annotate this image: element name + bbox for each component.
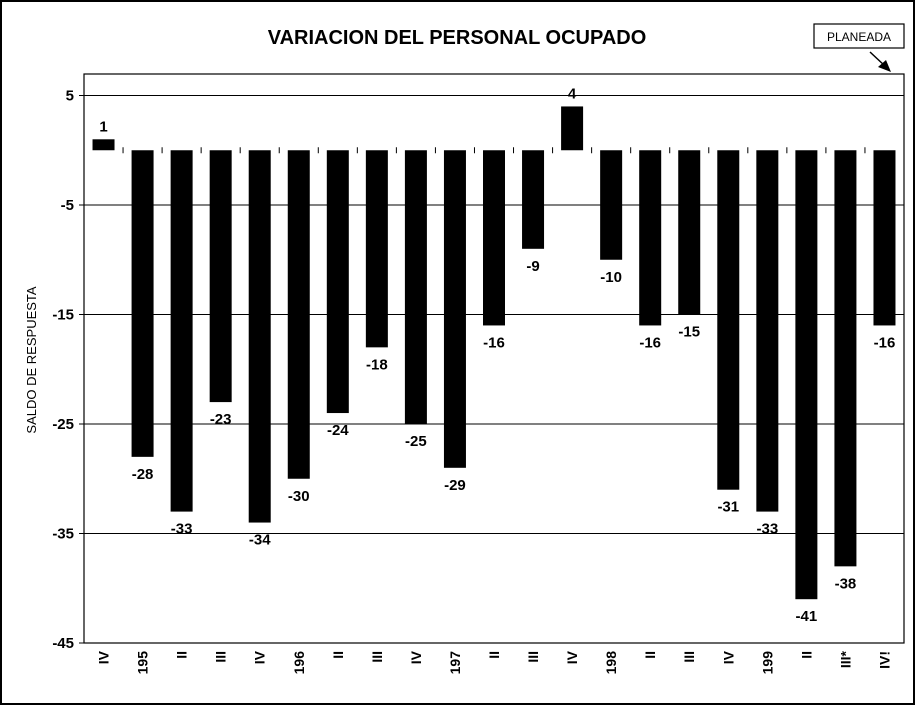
bar: [365, 150, 388, 348]
data-label: -9: [526, 258, 539, 275]
y-tick-label: -35: [52, 526, 74, 543]
x-tick-label: II: [642, 651, 658, 659]
chart-title: VARIACION DEL PERSONAL OCUPADO: [268, 27, 647, 49]
y-tick-label: -15: [52, 307, 74, 324]
x-tick-labels: IV 195 II III IV 196 II III IV 197 II III IV 198 II III…: [96, 650, 893, 674]
data-label: -16: [639, 334, 661, 351]
data-label: -18: [366, 356, 388, 373]
data-label: -29: [444, 477, 466, 494]
x-tick-label: IV: [252, 650, 268, 664]
bar: [639, 150, 662, 326]
data-label: -33: [171, 521, 193, 538]
data-label: -16: [874, 334, 896, 351]
bar: [404, 150, 427, 424]
x-tick-label: III: [369, 651, 385, 663]
bar: [522, 150, 545, 249]
bar: [326, 150, 349, 414]
bar: [287, 150, 310, 479]
bar: [600, 150, 623, 260]
bar: [170, 150, 193, 512]
data-label: -24: [327, 422, 349, 439]
x-tick-label: II: [486, 651, 502, 659]
bar: [873, 150, 896, 326]
x-tick-label: 195: [135, 651, 151, 675]
x-tick-label: IV: [96, 650, 112, 664]
planeada-box: [813, 23, 905, 49]
bar: [443, 150, 466, 468]
planeada-label: PLANEADA: [827, 30, 891, 44]
data-label: -30: [288, 488, 310, 505]
x-tick-label: IV!: [876, 651, 892, 669]
x-tick-label: III: [525, 651, 541, 663]
bar: [834, 150, 857, 567]
bar: [248, 150, 271, 523]
y-tick-label: -25: [52, 416, 74, 433]
data-label: -34: [249, 532, 271, 549]
planeada-annotation: PLANEADA: [813, 23, 905, 72]
bar: [678, 150, 701, 315]
bar: [756, 150, 779, 512]
data-label: -33: [756, 521, 778, 538]
bar: [92, 139, 115, 151]
x-tick-label: IV: [720, 650, 736, 664]
x-tick-label: 198: [603, 651, 619, 675]
bar: [561, 106, 584, 151]
x-tick-label: III: [681, 651, 697, 663]
data-label: -10: [600, 269, 622, 286]
bar: [795, 150, 818, 600]
x-tick-label: III: [213, 651, 229, 663]
x-tick-label: 197: [447, 651, 463, 675]
bar: [483, 150, 505, 326]
data-label: -25: [405, 433, 427, 450]
data-label: -16: [483, 334, 505, 351]
bar: [717, 150, 740, 490]
data-label: 4: [568, 85, 577, 102]
x-tick-label: II: [330, 651, 346, 659]
data-label: -38: [835, 575, 857, 592]
data-label: 1: [99, 118, 107, 135]
bar: [131, 150, 154, 457]
y-tick-label: -5: [61, 197, 74, 214]
plot-area-border: [83, 73, 905, 644]
data-label: -15: [678, 324, 700, 341]
x-tick-label: II: [798, 651, 814, 659]
x-tick-label: II: [174, 651, 190, 659]
planeada-arrow-head: [878, 60, 891, 72]
x-tick-label: IV: [564, 650, 580, 664]
data-label: -41: [796, 608, 818, 625]
y-tick-label: -45: [52, 635, 74, 652]
data-label: -31: [717, 499, 739, 516]
y-tick-label: 5: [66, 88, 74, 105]
data-labels: 1 -28 -33 -23 -34 -30 -24 -18 -25 -29 -16 -9 4 -10 -16…: [99, 85, 895, 625]
x-tick-label: III*: [837, 650, 853, 668]
y-tick-labels: 5 -5 -15 -25 -35 -45: [52, 88, 74, 653]
bar: [209, 150, 232, 403]
y-axis-label: SALDO DE RESPUESTA: [24, 286, 39, 433]
bars: [92, 106, 896, 600]
x-tick-label: 199: [759, 651, 775, 675]
x-tick-label: 196: [291, 651, 307, 675]
data-label: -28: [132, 466, 154, 483]
x-tick-label: IV: [408, 650, 424, 664]
data-label: -23: [210, 411, 232, 428]
